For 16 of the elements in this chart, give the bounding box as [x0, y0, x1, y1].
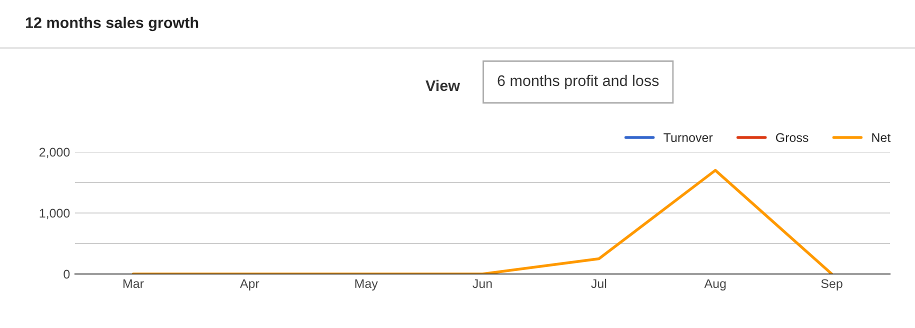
x-tick-label: Mar	[123, 279, 144, 288]
legend-label: Gross	[776, 133, 808, 142]
y-tick-label: 0	[64, 270, 70, 279]
text: 6 months profit and loss	[498, 74, 659, 90]
x-tick-label: Jul	[591, 278, 606, 288]
legend-label: Net	[872, 133, 891, 142]
y-tick-label: 1,000	[40, 208, 70, 220]
chart-title: 12 months sales growth	[26, 16, 198, 32]
legend-label: Turnover	[664, 133, 713, 142]
x-tick-label: Apr	[240, 279, 260, 291]
x-tick-label: May	[355, 279, 378, 291]
text: View	[426, 80, 460, 92]
x-tick-label: Aug	[704, 279, 726, 291]
y-tick-label: 2,000	[39, 148, 70, 158]
x-tick-label: Jun	[472, 279, 492, 288]
x-tick-label: Sep	[821, 279, 842, 291]
